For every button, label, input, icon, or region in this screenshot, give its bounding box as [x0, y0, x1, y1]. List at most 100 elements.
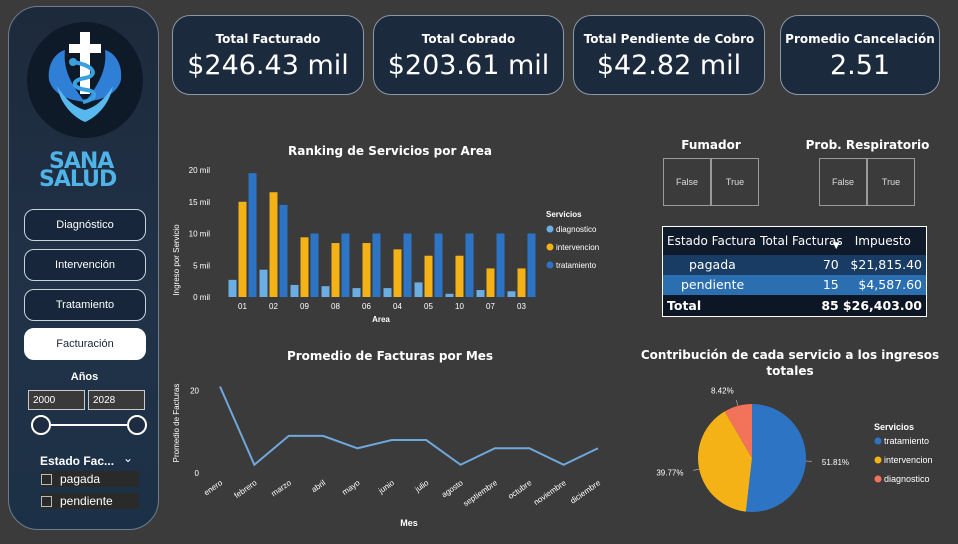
line-chart-ylabel: Promedio de Facturas: [172, 384, 181, 463]
cell-total-label: Total: [662, 294, 757, 317]
respiratorio-false-button[interactable]: False: [819, 158, 867, 206]
cell-total-impuesto: $26,403.00: [842, 294, 927, 317]
option-label: pagada: [60, 472, 101, 486]
nav-intervencion-button[interactable]: Intervención: [24, 249, 146, 281]
estado-factura-table: Estado Factura Total Facturas Impuesto ▼ …: [662, 226, 927, 317]
bar-intervencion: [424, 255, 433, 297]
cell-facturas: 70: [756, 254, 843, 275]
year-to-input[interactable]: 2028: [88, 390, 145, 410]
year-from-input[interactable]: 2000: [28, 390, 85, 410]
kpi-title: Total Cobrado: [421, 32, 516, 46]
bar-diagnostico: [507, 291, 516, 297]
years-label: Años: [70, 371, 99, 383]
kpi-value: 2.51: [829, 50, 891, 81]
kpi-title: Total Pendiente de Cobro: [583, 32, 755, 46]
x-tick-label: junio: [376, 478, 396, 496]
x-tick-label: septiembre: [461, 478, 499, 508]
legend-label: intervencion: [884, 455, 933, 465]
legend-label: tratamiento: [884, 436, 929, 446]
logo-icon: [27, 22, 143, 138]
chevron-down-icon[interactable]: ⌄: [123, 451, 134, 465]
fumador-false-button[interactable]: False: [663, 158, 711, 206]
col-header-facturas[interactable]: Total Facturas: [756, 226, 843, 255]
bar-intervencion: [300, 237, 309, 297]
brand-logo-text: SANA SALUD: [39, 149, 117, 192]
legend-label: intervencion: [556, 243, 599, 252]
cell-impuesto: $21,815.40: [842, 254, 927, 275]
year-slider-track[interactable]: [41, 424, 131, 426]
bar-chart-title: Ranking de Servicios por Area: [288, 144, 492, 158]
pie-label-leader: [735, 399, 739, 406]
col-header-estado[interactable]: Estado Factura: [662, 226, 757, 255]
nav-diagnostico-button[interactable]: Diagnóstico: [24, 209, 146, 241]
bar-chart-xlabel: Area: [372, 315, 390, 324]
estado-option-pagada[interactable]: pagada: [41, 471, 139, 487]
x-tick-label: 06: [362, 302, 371, 311]
bar-tratamiento: [434, 233, 443, 297]
bar-intervencion: [362, 243, 371, 297]
pie-slice-diagnostico: [724, 404, 752, 458]
bar-intervencion: [269, 192, 278, 297]
estado-option-pendiente[interactable]: pendiente: [41, 493, 139, 509]
bar-intervencion: [238, 201, 247, 297]
x-tick-label: 03: [517, 302, 526, 311]
x-tick-label: 04: [393, 302, 402, 311]
legend-marker: [874, 475, 882, 483]
line-chart-title: Promedio de Facturas por Mes: [286, 349, 494, 363]
pie-data-label: 8.42%: [711, 386, 734, 395]
nav-tratamiento-button[interactable]: Tratamiento: [24, 289, 146, 321]
x-tick-label: octubre: [506, 478, 533, 501]
cell-estado: pendiente: [662, 274, 757, 295]
bar-tratamiento: [372, 233, 381, 297]
table-total-row: Total 85 $26,403.00: [662, 294, 927, 317]
bar-intervencion: [486, 268, 495, 297]
bar-tratamiento: [248, 173, 257, 297]
y-tick-label: 5 mil: [193, 261, 210, 270]
bar-tratamiento: [279, 204, 288, 297]
bar-tratamiento: [465, 233, 474, 297]
bar-intervencion: [331, 243, 340, 297]
bar-tratamiento: [403, 233, 412, 297]
bar-diagnostico: [476, 290, 485, 297]
y-tick-label: 20 mil: [189, 166, 211, 175]
year-slider-max-handle[interactable]: [127, 415, 147, 435]
x-tick-label: mayo: [340, 478, 362, 497]
sort-desc-icon[interactable]: ▼: [832, 241, 840, 251]
bar-diagnostico: [290, 284, 299, 297]
kpi-promedio-cancelacion: Promedio Cancelación 2.51: [780, 15, 940, 95]
bar-diagnostico: [445, 293, 454, 297]
legend-marker: [546, 225, 554, 233]
line-chart-xlabel: Mes: [400, 518, 418, 528]
bar-intervencion: [517, 268, 526, 297]
pie-data-label: 51.81%: [822, 458, 849, 467]
sidebar: SANA SALUD Diagnóstico Intervención Trat…: [8, 6, 159, 530]
kpi-total-facturado: Total Facturado $246.43 mil: [172, 15, 364, 95]
checkbox-icon[interactable]: [41, 473, 52, 485]
kpi-value: $246.43 mil: [187, 50, 349, 81]
cell-estado: pagada: [662, 254, 757, 275]
bar-diagnostico: [228, 279, 237, 297]
table-row[interactable]: pendiente 15 $4,587.60: [662, 274, 927, 295]
fumador-true-button[interactable]: True: [711, 158, 759, 206]
checkbox-icon[interactable]: [41, 495, 52, 507]
cell-total-facturas: 85: [756, 294, 843, 317]
bar-diagnostico: [383, 288, 392, 297]
x-tick-label: enero: [202, 478, 224, 497]
bar-tratamiento: [496, 233, 505, 297]
pie-legend-title: Servicios: [874, 422, 914, 432]
bar-diagnostico: [414, 282, 423, 297]
bar-tratamiento: [341, 233, 350, 297]
x-tick-label: 08: [331, 302, 340, 311]
x-tick-label: 07: [486, 302, 495, 311]
respiratorio-true-button[interactable]: True: [867, 158, 915, 206]
year-slider-min-handle[interactable]: [31, 415, 51, 435]
line-chart: Promedio de Facturas 0 20 enero febrero mar…: [172, 384, 603, 528]
estado-slicer-title: Estado Fac...: [40, 454, 115, 468]
legend-marker: [874, 456, 882, 464]
table-row[interactable]: pagada 70 $21,815.40: [662, 254, 927, 275]
col-header-impuesto[interactable]: Impuesto ▼: [833, 226, 927, 255]
kpi-title: Total Facturado: [215, 32, 321, 46]
bar-intervencion: [455, 255, 464, 297]
bar-tratamiento: [310, 233, 319, 297]
nav-facturacion-button[interactable]: Facturación: [24, 328, 146, 360]
